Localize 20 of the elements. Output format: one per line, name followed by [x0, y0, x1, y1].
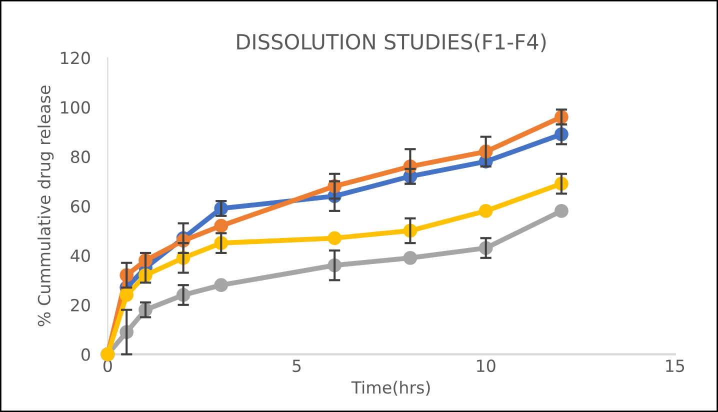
x-tick-label: 15 [666, 360, 684, 372]
point [478, 204, 493, 218]
point [403, 250, 418, 265]
x-tick-label: 5 [292, 360, 301, 372]
y-tick-label: 0 [82, 348, 90, 361]
point [328, 231, 342, 246]
chart-title: DISSOLUTION STUDIES(F1-F4) [237, 34, 546, 52]
point [214, 278, 228, 292]
y-tick-label: 120 [61, 52, 90, 64]
y-tick-label: 60 [70, 200, 90, 213]
y-tick-label: 20 [71, 298, 90, 312]
y-tick-label: 40 [70, 249, 90, 262]
point [214, 218, 228, 233]
point [554, 204, 568, 218]
y-tick-label: 100 [61, 101, 90, 114]
y-axis-title: % Cummulative drug release [38, 86, 54, 326]
x-tick-label: 10 [477, 359, 496, 372]
y-tick-label: 80 [70, 150, 90, 164]
point [120, 288, 134, 302]
x-axis-title: Time(hrs) [351, 380, 430, 396]
